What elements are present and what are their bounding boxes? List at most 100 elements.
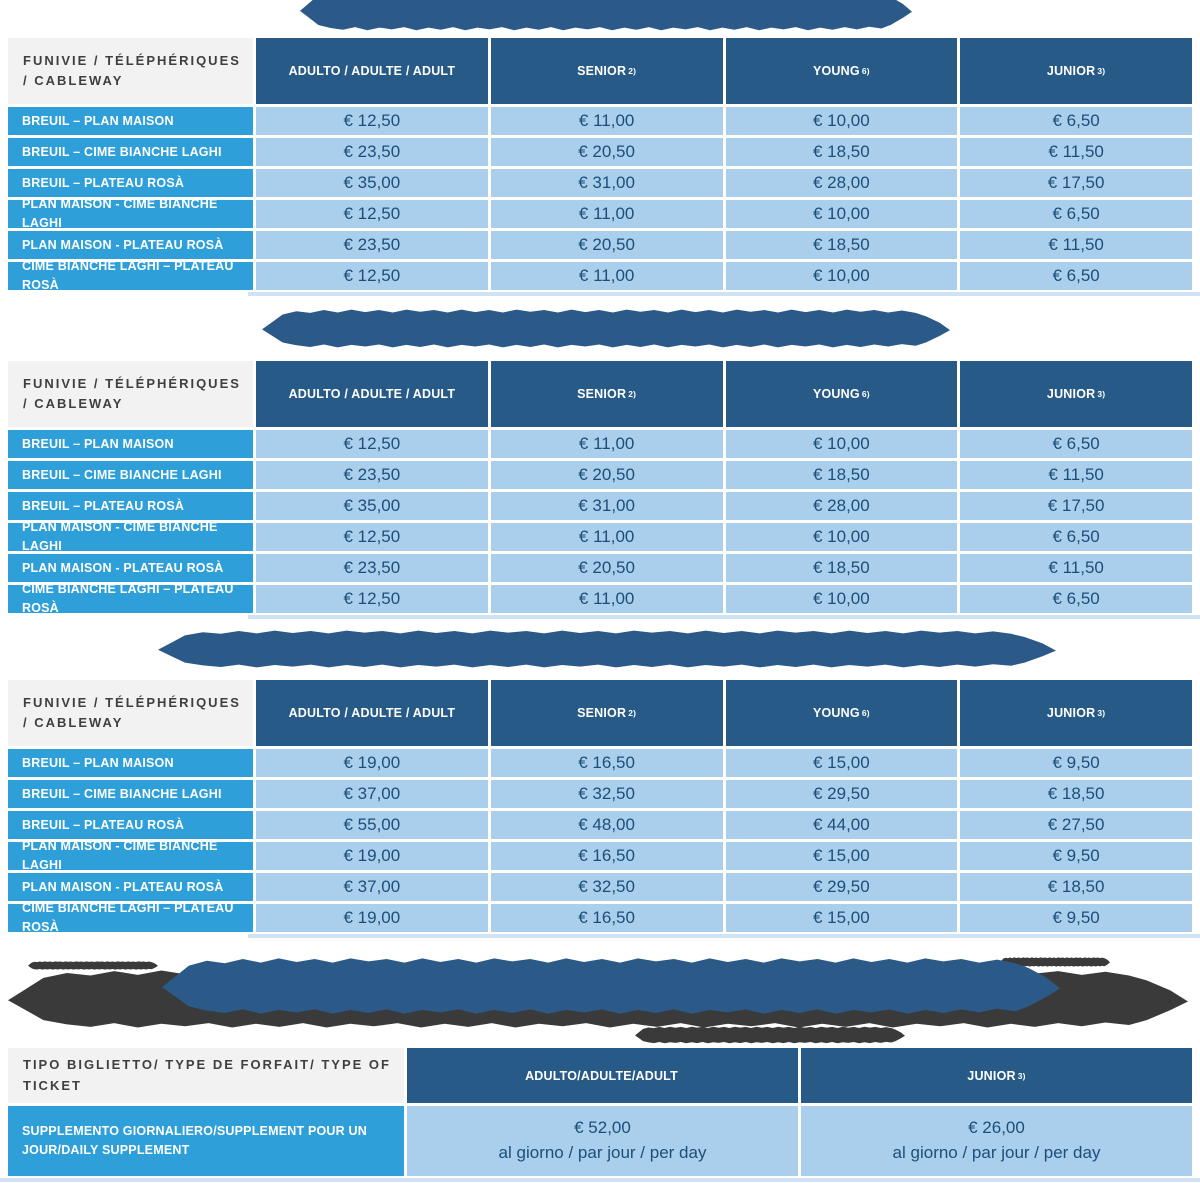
column-header-cell: ADULTO / ADULTE / ADULT	[256, 680, 488, 746]
ticket-type-header-cell: TIPO BIGLIETTO/ TYPE DE FORFAIT/ TYPE OF…	[8, 1048, 404, 1103]
price-cell: € 18,50	[960, 780, 1192, 808]
price-cell: € 32,50	[490, 780, 723, 808]
price-table-3: FUNIVIE / TÉLÉPHÉRIQUES / CABLEWAY ADULTO…	[8, 680, 1192, 932]
price-cell: € 20,50	[490, 461, 723, 489]
route-cell: CIME BIANCHE LAGHI – PLATEAU ROSÀ	[8, 262, 253, 290]
column-header-label: YOUNG	[812, 64, 860, 78]
price-cell: € 16,50	[490, 749, 723, 777]
price-cell: € 11,00	[490, 430, 723, 458]
price-cell: € 23,50	[256, 554, 488, 582]
price-cell: € 10,00	[725, 107, 958, 135]
price-table-2: FUNIVIE / TÉLÉPHÉRIQUES / CABLEWAY ADULTO…	[8, 361, 1192, 613]
route-cell: BREUIL – PLAN MAISON	[8, 749, 253, 777]
route-cell: BREUIL – CIME BIANCHE LAGHI	[8, 138, 253, 166]
route-cell: CIME BIANCHE LAGHI – PLATEAU ROSÀ	[8, 585, 253, 613]
price-cell: € 10,00	[725, 430, 958, 458]
distorted-note-block	[0, 956, 1200, 1048]
price-cell: € 19,00	[256, 749, 488, 777]
column-header-cell: JUNIOR 3)	[960, 361, 1192, 427]
route-cell: BREUIL – PLATEAU ROSÀ	[8, 169, 253, 197]
price-cell: € 35,00	[256, 169, 488, 197]
price-table-1: FUNIVIE / TÉLÉPHÉRIQUES / CABLEWAY ADULTO…	[8, 38, 1192, 290]
note-lettertops-left	[28, 961, 158, 970]
banner-blob	[158, 630, 1056, 668]
price-cell: € 28,00	[725, 169, 958, 197]
price-cell: € 9,50	[960, 749, 1192, 777]
price-cell: € 16,50	[490, 842, 723, 870]
column-header-label: ADULTO / ADULTE / ADULT	[288, 64, 456, 78]
price-cell: € 12,50	[256, 107, 488, 135]
price-cell: € 44,00	[725, 811, 958, 839]
price-cell: € 6,50	[960, 200, 1192, 228]
route-cell: BREUIL – PLATEAU ROSÀ	[8, 811, 253, 839]
supplement-price-junior: € 26,00 al giorno / par jour / per day	[801, 1106, 1192, 1176]
price-unit: al giorno / par jour / per day	[892, 1143, 1101, 1162]
route-cell: PLAN MAISON - PLATEAU ROSÀ	[8, 873, 253, 901]
route-cell: PLAN MAISON - CIME BIANCHE LAGHI	[8, 523, 253, 551]
price-cell: € 6,50	[960, 523, 1192, 551]
note-lettertops-right	[1000, 957, 1110, 967]
price-cell: € 11,50	[960, 138, 1192, 166]
price-cell: € 19,00	[256, 904, 488, 932]
column-header-label: ADULTO / ADULTE / ADULT	[288, 706, 456, 720]
price-cell: € 10,00	[725, 200, 958, 228]
price-cell: € 18,50	[960, 873, 1192, 901]
price-cell: € 18,50	[725, 461, 958, 489]
price-cell: € 11,50	[960, 554, 1192, 582]
table-footer-strip	[248, 615, 1200, 619]
distorted-title-banner-2	[0, 308, 1200, 349]
supplement-table: TIPO BIGLIETTO/ TYPE DE FORFAIT/ TYPE OF…	[8, 1048, 1192, 1176]
column-header-cell: YOUNG 6)	[725, 361, 958, 427]
price-cell: € 17,50	[960, 169, 1192, 197]
row-header-cell: FUNIVIE / TÉLÉPHÉRIQUES / CABLEWAY	[8, 680, 253, 746]
column-header-cell: SENIOR 2)	[490, 38, 723, 104]
route-cell: PLAN MAISON - CIME BIANCHE LAGHI	[8, 200, 253, 228]
price-cell: € 10,00	[725, 523, 958, 551]
route-cell: BREUIL – PLATEAU ROSÀ	[8, 492, 253, 520]
banner-blob	[300, 0, 912, 31]
price-grid: FUNIVIE / TÉLÉPHÉRIQUES / CABLEWAY ADULTO…	[8, 38, 1192, 290]
note-last-line-blob	[635, 1026, 905, 1044]
route-cell: CIME BIANCHE LAGHI – PLATEAU ROSÀ	[8, 904, 253, 932]
price-cell: € 15,00	[725, 842, 958, 870]
column-header-label: SENIOR	[577, 706, 627, 720]
price-cell: € 11,00	[490, 200, 723, 228]
column-header-cell: YOUNG 6)	[725, 680, 958, 746]
price-cell: € 6,50	[960, 107, 1192, 135]
column-header-label: ADULTO / ADULTE / ADULT	[288, 387, 456, 401]
route-cell: PLAN MAISON - PLATEAU ROSÀ	[8, 231, 253, 259]
price-grid: FUNIVIE / TÉLÉPHÉRIQUES / CABLEWAY ADULTO…	[8, 680, 1192, 932]
route-cell: PLAN MAISON - CIME BIANCHE LAGHI	[8, 842, 253, 870]
price-cell: € 28,00	[725, 492, 958, 520]
column-header-label: SENIOR	[577, 64, 627, 78]
price-cell: € 48,00	[490, 811, 723, 839]
price-cell: € 23,50	[256, 231, 488, 259]
banner-blob	[262, 309, 950, 348]
price-cell: € 27,50	[960, 811, 1192, 839]
price-cell: € 37,00	[256, 873, 488, 901]
row-header-cell: FUNIVIE / TÉLÉPHÉRIQUES / CABLEWAY	[8, 361, 253, 427]
price-cell: € 11,50	[960, 231, 1192, 259]
price-cell: € 15,00	[725, 904, 958, 932]
route-cell: PLAN MAISON - PLATEAU ROSÀ	[8, 554, 253, 582]
price-cell: € 20,50	[490, 554, 723, 582]
column-header-label: JUNIOR	[1046, 387, 1096, 401]
price-cell: € 6,50	[960, 262, 1192, 290]
price-cell: € 12,50	[256, 200, 488, 228]
price-cell: € 9,50	[960, 904, 1192, 932]
price-cell: € 10,00	[725, 585, 958, 613]
price-cell: € 18,50	[725, 138, 958, 166]
column-header-cell: ADULTO / ADULTE / ADULT	[256, 361, 488, 427]
column-header-label: SENIOR	[577, 387, 627, 401]
column-header-cell: SENIOR 2)	[490, 361, 723, 427]
column-header-label: JUNIOR	[1046, 64, 1096, 78]
price-cell: € 35,00	[256, 492, 488, 520]
price-cell: € 20,50	[490, 231, 723, 259]
price-cell: € 29,50	[725, 780, 958, 808]
price-cell: € 12,50	[256, 430, 488, 458]
price-grid: FUNIVIE / TÉLÉPHÉRIQUES / CABLEWAY ADULTO…	[8, 361, 1192, 613]
price-cell: € 55,00	[256, 811, 488, 839]
price-cell: € 11,50	[960, 461, 1192, 489]
column-header-cell: JUNIOR 3)	[960, 680, 1192, 746]
